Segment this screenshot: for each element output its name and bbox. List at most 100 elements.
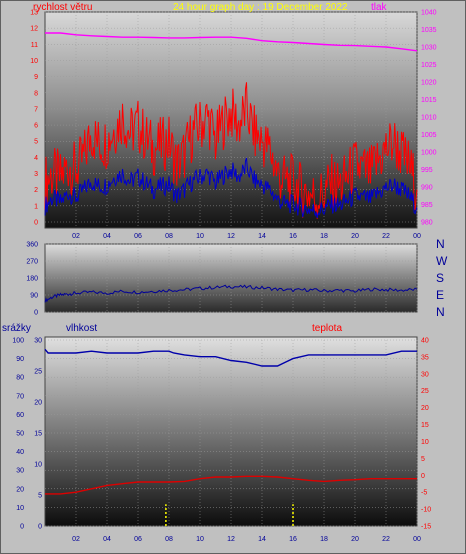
direction-tick-label: 180 bbox=[26, 276, 38, 283]
time-tick-label: 22 bbox=[382, 233, 390, 240]
time-tick-label: 22 bbox=[382, 536, 390, 543]
rain-title: srážky bbox=[2, 323, 31, 334]
wind-tick-label: 1 bbox=[34, 203, 38, 210]
time-tick-label: 12 bbox=[227, 536, 235, 543]
temperature-line bbox=[45, 475, 417, 495]
rain-tick-label: 20 bbox=[34, 400, 42, 407]
wind-tick-label: 4 bbox=[34, 155, 38, 162]
pressure-tick-label: 980 bbox=[421, 220, 433, 227]
temperature-tick-label: 40 bbox=[421, 338, 429, 345]
wind-tick-label: 0 bbox=[34, 220, 38, 227]
pressure-tick-label: 1035 bbox=[421, 27, 437, 34]
time-tick-label: 14 bbox=[258, 233, 266, 240]
temperature-tick-label: 35 bbox=[421, 354, 429, 361]
time-tick-label: 02 bbox=[72, 536, 80, 543]
direction-label-s: S bbox=[436, 271, 444, 285]
rain-tick-label: 0 bbox=[38, 524, 42, 531]
humidity-tick-label: 0 bbox=[20, 524, 24, 531]
direction-label-n-top: N bbox=[436, 237, 445, 251]
humidity-tick-label: 20 bbox=[16, 486, 24, 493]
humidity-title: vlhkost bbox=[66, 323, 97, 334]
temperature-tick-label: -10 bbox=[421, 507, 431, 514]
chart-title: 24 hour graph day : 19 December 2022 bbox=[173, 2, 348, 13]
pressure-tick-label: 1010 bbox=[421, 115, 437, 122]
time-tick-label: 18 bbox=[320, 536, 328, 543]
wind-direction-line bbox=[44, 284, 418, 303]
humidity-temp-plot-area bbox=[44, 336, 418, 527]
direction-label-e: E bbox=[436, 288, 444, 302]
wind-tick-label: 9 bbox=[34, 74, 38, 81]
time-tick-label: 08 bbox=[165, 536, 173, 543]
rain-tick-label: 30 bbox=[34, 338, 42, 345]
temperature-title: teplota bbox=[312, 323, 342, 334]
time-tick-label: 04 bbox=[103, 233, 111, 240]
pressure-tick-label: 985 bbox=[421, 202, 433, 209]
humidity-tick-label: 10 bbox=[16, 505, 24, 512]
direction-tick-label: 90 bbox=[30, 293, 38, 300]
humidity-tick-label: 30 bbox=[16, 468, 24, 475]
wind-speed-line bbox=[44, 82, 418, 219]
time-tick-label: 16 bbox=[289, 233, 297, 240]
series-lines bbox=[44, 32, 418, 526]
grid-lines bbox=[45, 11, 418, 530]
time-tick-label: 04 bbox=[103, 536, 111, 543]
time-tick-label: 16 bbox=[289, 536, 297, 543]
time-tick-label: 12 bbox=[227, 233, 235, 240]
pressure-tick-label: 1020 bbox=[421, 80, 437, 87]
time-tick-label: 00 bbox=[413, 233, 421, 240]
wind-tick-label: 7 bbox=[34, 106, 38, 113]
wind-tick-label: 3 bbox=[34, 171, 38, 178]
wind-tick-label: 10 bbox=[30, 58, 38, 65]
temperature-tick-label: 5 bbox=[421, 456, 425, 463]
wind-tick-label: 5 bbox=[34, 139, 38, 146]
temperature-tick-label: 0 bbox=[421, 473, 425, 480]
pressure-tick-label: 1015 bbox=[421, 97, 437, 104]
temperature-tick-label: -15 bbox=[421, 524, 431, 531]
humidity-tick-label: 70 bbox=[16, 393, 24, 400]
temperature-tick-label: 10 bbox=[421, 439, 429, 446]
pressure-title: tlak bbox=[371, 2, 388, 13]
direction-tick-label: 0 bbox=[34, 310, 38, 317]
wind-base-line bbox=[44, 157, 418, 219]
temperature-tick-label: 25 bbox=[421, 388, 429, 395]
temperature-tick-label: -5 bbox=[421, 490, 427, 497]
time-tick-label: 14 bbox=[258, 536, 266, 543]
pressure-tick-label: 1005 bbox=[421, 132, 437, 139]
direction-label-n-bottom: N bbox=[436, 305, 445, 319]
time-tick-label: 20 bbox=[351, 536, 359, 543]
wind-tick-label: 2 bbox=[34, 187, 38, 194]
rain-tick-label: 25 bbox=[34, 369, 42, 376]
wind-tick-label: 12 bbox=[30, 26, 38, 33]
wind-tick-label: 11 bbox=[31, 42, 38, 49]
time-tick-label: 10 bbox=[196, 233, 204, 240]
temperature-tick-label: 30 bbox=[421, 371, 429, 378]
wind-tick-label: 13 bbox=[30, 10, 38, 17]
time-tick-label: 06 bbox=[134, 233, 142, 240]
time-tick-label: 10 bbox=[196, 536, 204, 543]
time-tick-label: 18 bbox=[320, 233, 328, 240]
humidity-tick-label: 60 bbox=[16, 412, 24, 419]
humidity-tick-label: 90 bbox=[16, 356, 24, 363]
time-tick-label: 06 bbox=[134, 536, 142, 543]
temperature-tick-label: 15 bbox=[421, 422, 429, 429]
humidity-tick-label: 80 bbox=[16, 375, 24, 382]
pressure-tick-label: 990 bbox=[421, 185, 433, 192]
time-tick-label: 08 bbox=[165, 233, 173, 240]
direction-tick-label: 360 bbox=[26, 242, 38, 249]
time-tick-label: 00 bbox=[413, 536, 421, 543]
direction-label-w: W bbox=[436, 254, 448, 268]
time-tick-label: 20 bbox=[351, 233, 359, 240]
humidity-tick-label: 40 bbox=[16, 449, 24, 456]
pressure-tick-label: 1040 bbox=[421, 10, 437, 17]
rain-tick-label: 5 bbox=[38, 493, 42, 500]
wind-tick-label: 6 bbox=[34, 123, 38, 130]
wind-speed-title: rychlost větru bbox=[33, 2, 92, 13]
pressure-tick-label: 995 bbox=[421, 167, 433, 174]
humidity-tick-label: 50 bbox=[16, 431, 24, 438]
pressure-tick-label: 1025 bbox=[421, 62, 437, 69]
humidity-line bbox=[44, 348, 417, 367]
pressure-line bbox=[45, 32, 418, 52]
time-tick-label: 02 bbox=[72, 233, 80, 240]
